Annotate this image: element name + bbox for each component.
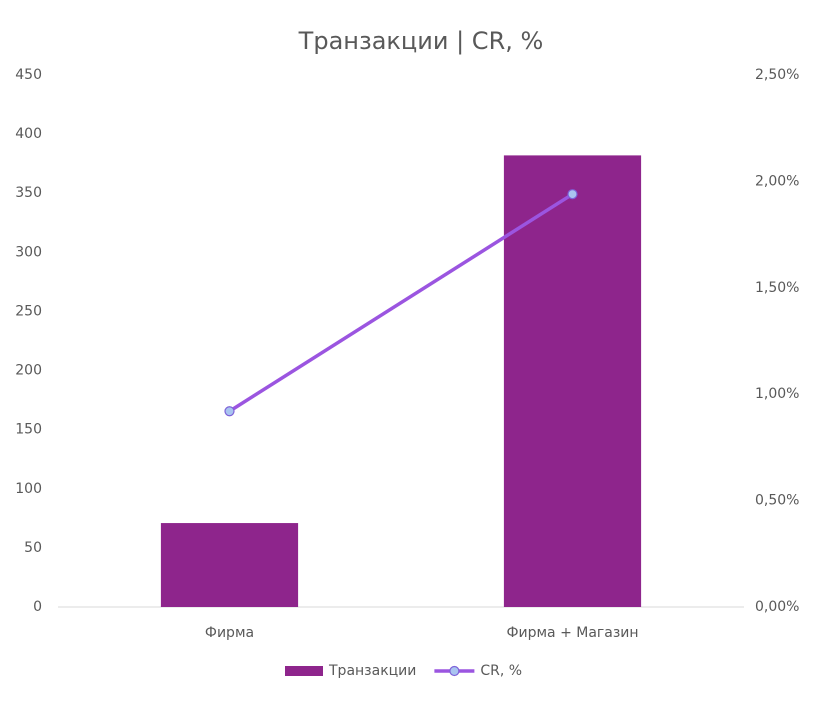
y-tick-label: 350 [15, 185, 42, 201]
y-tick-label: 250 [15, 303, 42, 319]
chart-title: Транзакции | CR, % [298, 27, 544, 55]
legend-marker [449, 665, 460, 677]
bar [160, 523, 299, 607]
y-tick-label: 0 [33, 599, 42, 615]
y-tick-label: 300 [15, 244, 42, 260]
y2-tick-label: 2,00% [755, 173, 799, 189]
y2-tick-label: 0,50% [755, 493, 799, 509]
y2-tick-label: 0,00% [755, 599, 799, 615]
y2-tick-label: 1,00% [755, 386, 799, 402]
y-tick-label: 400 [15, 126, 42, 142]
legend-label: Транзакции [328, 663, 416, 679]
bar [503, 155, 642, 607]
y-tick-label: 200 [15, 363, 42, 379]
y2-tick-label: 2,50% [755, 67, 799, 83]
line [228, 192, 574, 413]
y-tick-label: 450 [15, 67, 42, 83]
line-marker [224, 406, 235, 417]
y-tick-label: 150 [15, 422, 42, 438]
legend-label: CR, % [480, 663, 522, 679]
x-tick-label: Фирма [205, 625, 254, 641]
y-tick-label: 50 [24, 540, 42, 556]
x-tick-label: Фирма + Магазин [506, 625, 638, 641]
legend-swatch [285, 666, 323, 676]
y2-tick-label: 1,50% [755, 280, 799, 296]
y-tick-label: 100 [15, 481, 42, 497]
line-marker [567, 189, 578, 200]
